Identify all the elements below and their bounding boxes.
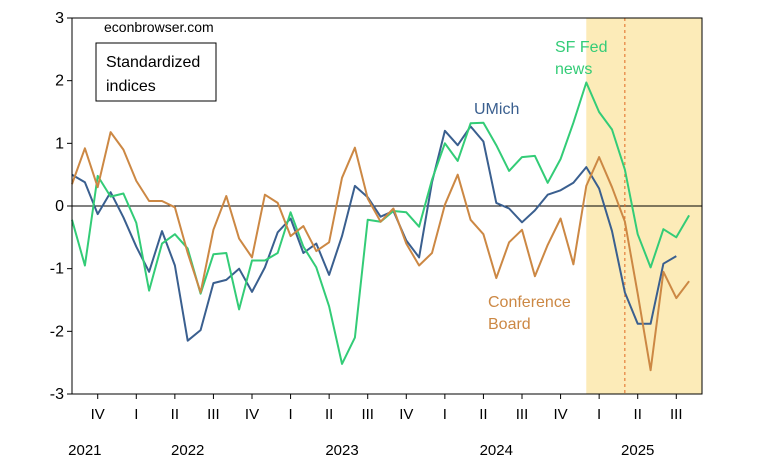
series-label-conference-board: Board	[488, 316, 531, 333]
x-tick-label: IV	[245, 406, 259, 423]
y-tick-label: -1	[50, 261, 64, 278]
series-labels: UMich SF Fed news Conference Board	[474, 39, 607, 333]
x-axis: IV I II III IV I II III IV I II III IV I II III	[91, 394, 683, 423]
x-tick-label: II	[171, 406, 179, 423]
x-tick-label: IV	[399, 406, 413, 423]
x-tick-label: IV	[553, 406, 567, 423]
x-tick-label: III	[670, 406, 683, 423]
x-tick-label: III	[207, 406, 220, 423]
year-label: 2025	[621, 442, 654, 459]
x-tick-label: I	[443, 406, 447, 423]
year-labels: 2021 2022 2023 2024 2025	[68, 442, 654, 459]
title-box	[95, 42, 217, 102]
x-tick-label: II	[479, 406, 487, 423]
chart-title-line-1: Standardized	[106, 54, 200, 71]
plot-frame	[71, 17, 703, 395]
x-tick-label: I	[597, 406, 601, 423]
x-tick-label: II	[325, 406, 333, 423]
x-tick-label: III	[361, 406, 374, 423]
x-tick-label: II	[634, 406, 642, 423]
x-tick-label: IV	[91, 406, 105, 423]
y-axis: 3 2 1 0 -1 -2 -3	[50, 10, 72, 403]
y-tick-label: -3	[50, 386, 64, 403]
series-label-conference-board: Conference	[488, 294, 571, 311]
chart-title-line-2: indices	[106, 78, 156, 95]
year-label: 2022	[171, 442, 204, 459]
series-label-sf-fed-news: SF Fed	[555, 39, 607, 56]
y-tick-label: 1	[55, 135, 64, 152]
series-label-umich: UMich	[474, 101, 519, 118]
year-label: 2023	[325, 442, 358, 459]
year-label: 2024	[480, 442, 513, 459]
series-line-umich	[71, 125, 677, 342]
y-tick-label: 0	[55, 198, 64, 215]
x-tick-label: III	[516, 406, 529, 423]
x-tick-label: I	[134, 406, 138, 423]
year-label: 2021	[68, 442, 101, 459]
y-tick-label: 2	[55, 73, 64, 90]
y-tick-label: 3	[55, 10, 64, 27]
source-note: econbrowser.com	[104, 19, 214, 35]
series-line-conference-board	[71, 131, 690, 372]
y-tick-label: -2	[50, 323, 64, 340]
x-tick-label: I	[288, 406, 292, 423]
series-label-sf-fed-news: news	[555, 61, 592, 78]
series-lines	[71, 81, 690, 372]
